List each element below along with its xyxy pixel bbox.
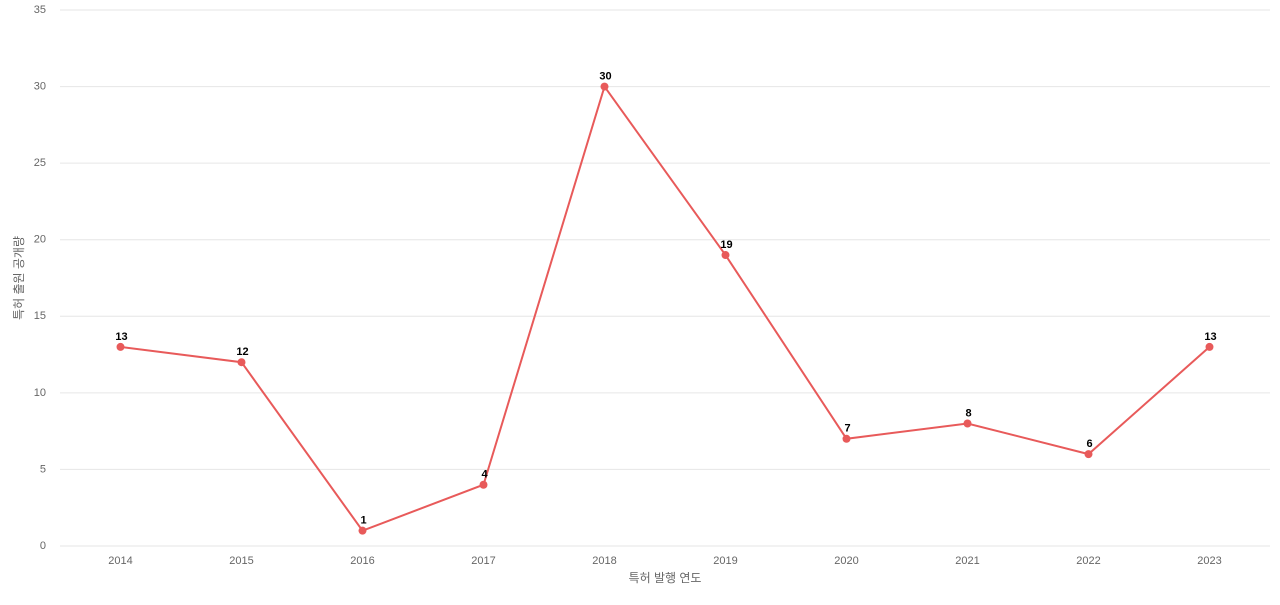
y-tick-label: 10	[34, 387, 46, 399]
y-tick-label: 35	[34, 4, 46, 16]
data-label: 19	[720, 239, 732, 251]
y-axis-title: 특허 출원 공개량	[12, 236, 26, 320]
data-label: 7	[844, 423, 850, 435]
data-label: 30	[599, 70, 611, 82]
y-tick-label: 25	[34, 157, 46, 169]
data-label: 12	[236, 346, 248, 358]
x-tick-label: 2023	[1197, 555, 1221, 567]
data-label: 13	[115, 331, 127, 343]
data-label: 8	[965, 407, 971, 419]
x-axis-title: 특허 발행 연도	[629, 570, 702, 585]
x-tick-label: 2014	[108, 555, 132, 567]
data-label: 6	[1086, 438, 1092, 450]
y-tick-label: 15	[34, 310, 46, 322]
point	[358, 526, 367, 535]
data-label: 4	[481, 469, 488, 481]
x-tick-label: 2019	[713, 555, 737, 567]
point	[479, 480, 488, 489]
x-tick-label: 2015	[229, 555, 253, 567]
x-tick-label: 2021	[955, 555, 979, 567]
point	[1084, 450, 1093, 459]
data-label: 1	[360, 515, 366, 527]
x-tick-label: 2016	[350, 555, 374, 567]
y-tick-label: 5	[40, 463, 46, 475]
x-tick-label: 2018	[592, 555, 616, 567]
point	[1205, 342, 1214, 351]
line	[120, 84, 1211, 532]
point	[721, 251, 730, 260]
x-tick-label: 2020	[834, 555, 858, 567]
point	[842, 434, 851, 443]
point	[116, 342, 125, 351]
x-tick-label: 2017	[471, 555, 495, 567]
point	[963, 419, 972, 428]
data-label: 13	[1204, 331, 1216, 343]
x-tick-label: 2022	[1076, 555, 1100, 567]
y-tick-label: 0	[40, 540, 46, 552]
point	[237, 358, 246, 367]
y-tick-label: 20	[34, 234, 46, 246]
point	[600, 82, 609, 91]
y-tick-label: 30	[34, 80, 46, 92]
